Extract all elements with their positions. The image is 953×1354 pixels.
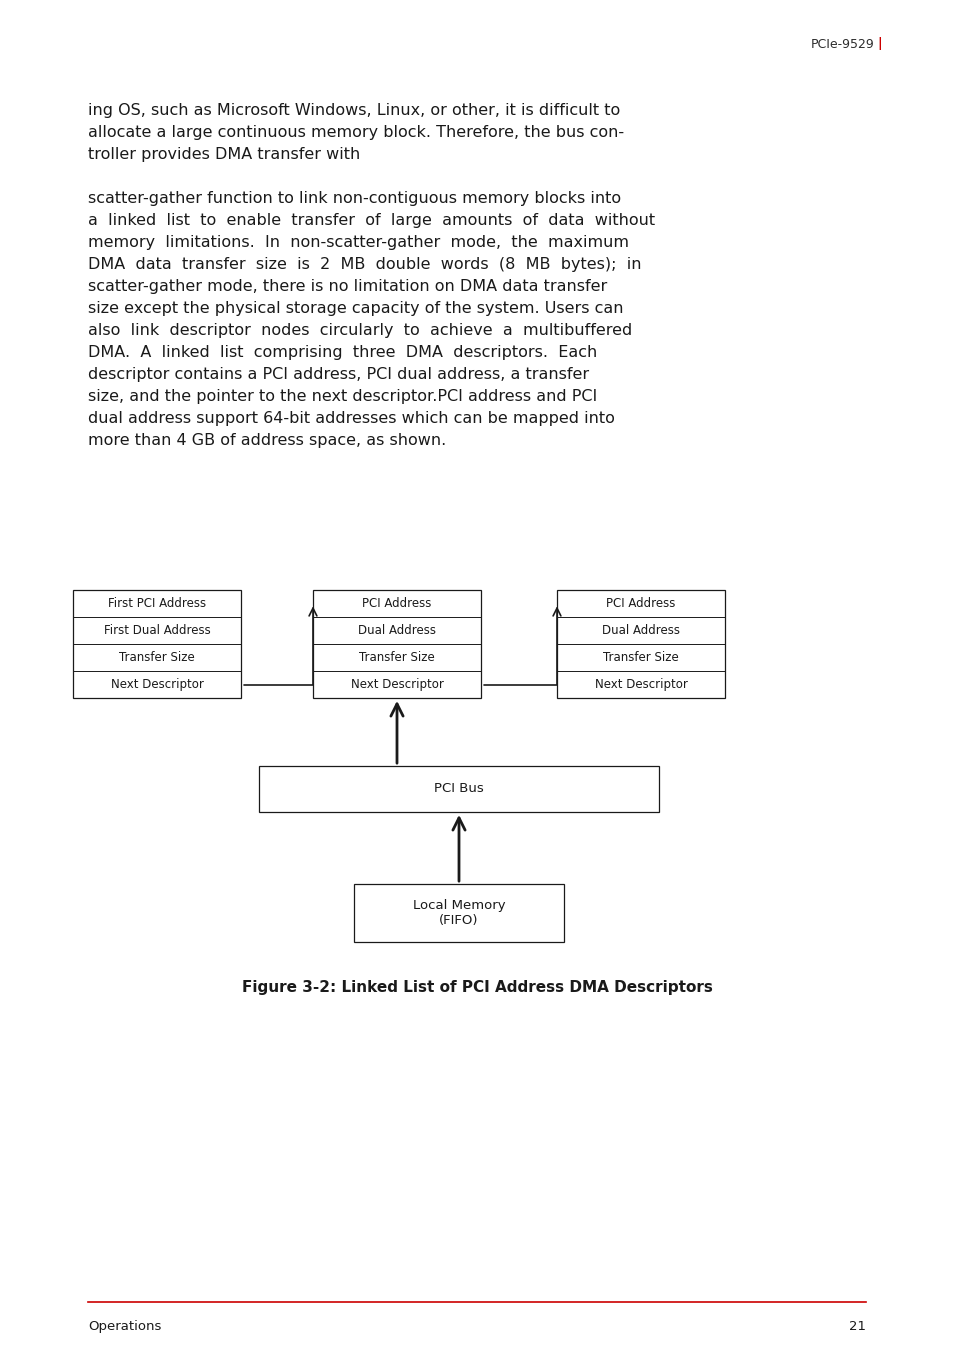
Text: size except the physical storage capacity of the system. Users can: size except the physical storage capacit… <box>88 301 623 315</box>
Text: First Dual Address: First Dual Address <box>104 624 211 636</box>
Text: Figure 3-2: Linked List of PCI Address DMA Descriptors: Figure 3-2: Linked List of PCI Address D… <box>241 980 712 995</box>
Text: size, and the pointer to the next descriptor.PCI address and PCI: size, and the pointer to the next descri… <box>88 389 597 403</box>
Text: Next Descriptor: Next Descriptor <box>594 678 687 691</box>
Text: Dual Address: Dual Address <box>601 624 679 636</box>
Text: Transfer Size: Transfer Size <box>358 651 435 663</box>
Text: DMA.  A  linked  list  comprising  three  DMA  descriptors.  Each: DMA. A linked list comprising three DMA … <box>88 345 597 360</box>
Text: allocate a large continuous memory block. Therefore, the bus con-: allocate a large continuous memory block… <box>88 125 623 139</box>
Text: dual address support 64-bit addresses which can be mapped into: dual address support 64-bit addresses wh… <box>88 412 615 427</box>
Text: First PCI Address: First PCI Address <box>108 597 206 611</box>
Text: troller provides DMA transfer with: troller provides DMA transfer with <box>88 148 360 162</box>
Bar <box>313 590 480 699</box>
Text: more than 4 GB of address space, as shown.: more than 4 GB of address space, as show… <box>88 433 446 448</box>
Text: descriptor contains a PCI address, PCI dual address, a transfer: descriptor contains a PCI address, PCI d… <box>88 367 589 382</box>
Text: PCIe-9529: PCIe-9529 <box>810 38 874 50</box>
Text: |: | <box>876 38 881 50</box>
Text: Transfer Size: Transfer Size <box>119 651 194 663</box>
Text: Local Memory
(FIFO): Local Memory (FIFO) <box>413 899 505 927</box>
Text: memory  limitations.  In  non-scatter-gather  mode,  the  maximum: memory limitations. In non-scatter-gathe… <box>88 236 628 250</box>
Text: ing OS, such as Microsoft Windows, Linux, or other, it is difficult to: ing OS, such as Microsoft Windows, Linux… <box>88 103 619 118</box>
Bar <box>557 590 724 699</box>
Text: a  linked  list  to  enable  transfer  of  large  amounts  of  data  without: a linked list to enable transfer of larg… <box>88 213 655 227</box>
Text: PCI Address: PCI Address <box>362 597 432 611</box>
Text: PCI Address: PCI Address <box>606 597 675 611</box>
Text: scatter-gather function to link non-contiguous memory blocks into: scatter-gather function to link non-cont… <box>88 191 620 206</box>
Text: 21: 21 <box>848 1320 865 1332</box>
Text: also  link  descriptor  nodes  circularly  to  achieve  a  multibuffered: also link descriptor nodes circularly to… <box>88 324 632 338</box>
Bar <box>354 884 563 942</box>
Text: scatter-gather mode, there is no limitation on DMA data transfer: scatter-gather mode, there is no limitat… <box>88 279 607 294</box>
Text: Next Descriptor: Next Descriptor <box>350 678 443 691</box>
Bar <box>73 590 241 699</box>
Text: Dual Address: Dual Address <box>357 624 436 636</box>
Text: PCI Bus: PCI Bus <box>434 783 483 796</box>
Text: DMA  data  transfer  size  is  2  MB  double  words  (8  MB  bytes);  in: DMA data transfer size is 2 MB double wo… <box>88 257 640 272</box>
Text: Transfer Size: Transfer Size <box>602 651 679 663</box>
Text: Next Descriptor: Next Descriptor <box>111 678 203 691</box>
Bar <box>258 766 659 812</box>
Text: Operations: Operations <box>88 1320 161 1332</box>
